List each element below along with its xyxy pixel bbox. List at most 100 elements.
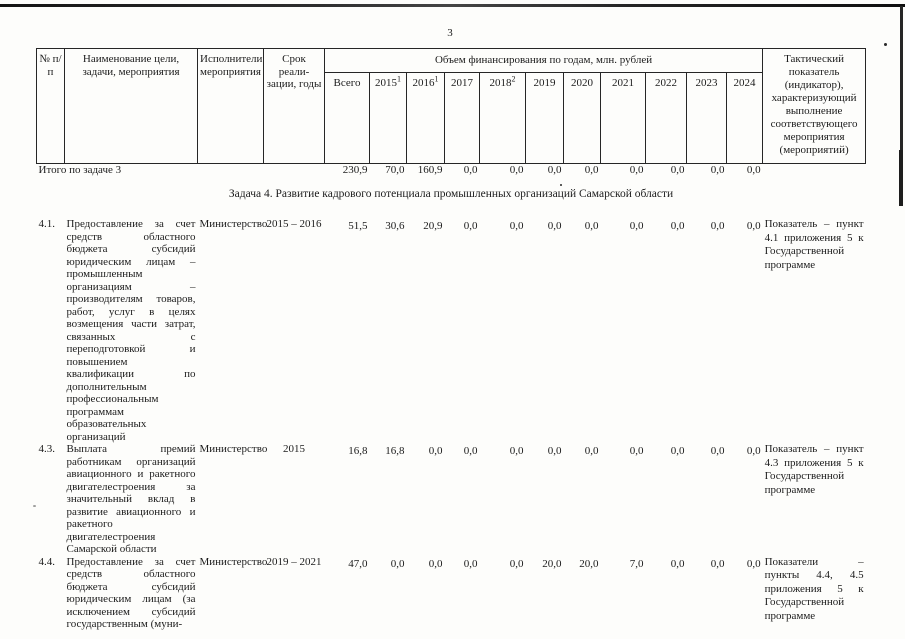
year-label: 2021 <box>612 77 634 89</box>
year-label: 2016 <box>412 77 435 89</box>
row-name: Предоставление за счет средств областног… <box>66 555 196 631</box>
year-label: 2022 <box>655 77 677 89</box>
empty-cell <box>763 164 866 189</box>
year-label: 2018 <box>489 77 512 89</box>
total-value: 0,0 <box>584 164 599 176</box>
value-cell: 0,0 <box>584 220 599 232</box>
total-value: 0,0 <box>670 164 685 176</box>
total-value: 0,0 <box>509 164 524 176</box>
scan-speck <box>560 184 562 186</box>
total-value: 0,0 <box>746 164 761 176</box>
value-cell: 0,0 <box>629 220 644 232</box>
footnote-marker: 1 <box>434 74 439 84</box>
year-label: 2017 <box>451 77 473 89</box>
row-period: 2015 <box>283 443 305 455</box>
value-cell: 0,0 <box>509 445 524 457</box>
scan-artifact-right-line-dark <box>899 150 903 206</box>
col-header-period: Срок реали­зации, годы <box>263 48 325 164</box>
footnote-marker: 1 <box>397 74 401 84</box>
total-value: 0,0 <box>547 164 562 176</box>
value-cell: 0,0 <box>463 220 478 232</box>
row-executor: Министерство <box>199 555 268 568</box>
page-number: 3 <box>447 27 453 39</box>
table-row-4-1: 4.1. Предоставление за счет средств обла… <box>37 218 866 443</box>
total-row-label: Итого по задаче 3 <box>38 164 122 176</box>
total-value: 160,9 <box>417 164 443 176</box>
value-cell: 7,0 <box>629 557 644 570</box>
value-cell: 0,0 <box>463 445 478 457</box>
value-cell: 0,0 <box>670 445 685 457</box>
value-cell: 0,0 <box>746 557 761 570</box>
footnote-marker: 2 <box>511 74 516 84</box>
total-value: 0,0 <box>463 164 478 176</box>
value-cell: 0,0 <box>547 220 562 232</box>
financing-table: № п/п Наименование цели, задачи, меропри… <box>36 48 867 631</box>
col-header-2016: 20161 <box>406 72 445 164</box>
col-header-2018: 20182 <box>479 72 526 164</box>
value-cell: 0,0 <box>746 220 761 232</box>
value-cell: 20,0 <box>542 557 562 570</box>
total-value: 70,0 <box>385 164 405 176</box>
col-header-total: Всего <box>324 72 370 164</box>
col-header-2020: 2020 <box>563 72 601 164</box>
value-cell: 0,0 <box>710 445 725 457</box>
year-label: 2024 <box>733 77 756 89</box>
section-heading-row: Задача 4. Развитие кадрового потенциала … <box>37 188 866 218</box>
total-value: 230,9 <box>342 164 368 176</box>
year-label: 2020 <box>571 77 593 89</box>
row-number: 4.1. <box>38 218 56 230</box>
year-label: Всего <box>333 77 361 89</box>
col-header-indicator: Тактический показатель (индикатор), хара… <box>762 48 867 164</box>
header-row-2: Всего 20151 20161 2017 20182 2019 2020 2… <box>37 72 866 164</box>
col-header-name: Наименование цели, задачи, мероприятия <box>64 48 198 164</box>
row-number: 4.3. <box>38 443 56 455</box>
year-label: 2019 <box>533 77 556 89</box>
value-cell: 20,9 <box>423 220 443 232</box>
value-cell: 0,0 <box>710 220 725 232</box>
scan-speck <box>884 43 887 46</box>
value-cell: 0,0 <box>710 557 725 570</box>
value-cell: 51,5 <box>348 220 368 232</box>
row-number: 4.4. <box>38 555 56 568</box>
total-value: 0,0 <box>629 164 644 176</box>
value-cell: 0,0 <box>428 557 443 570</box>
section-heading-task-4: Задача 4. Развитие кадрового потенциала … <box>228 188 674 200</box>
value-cell: 0,0 <box>390 557 405 570</box>
total-row-task-3: Итого по задаче 3 230,9 70,0 160,9 0,0 0… <box>37 164 866 189</box>
value-cell: 16,8 <box>385 445 405 457</box>
total-value: 0,0 <box>710 164 725 176</box>
table-row-4-4: 4.4. Предоставление за счет средств обла… <box>37 556 866 631</box>
col-header-2022: 2022 <box>645 72 687 164</box>
value-cell: 0,0 <box>746 445 761 457</box>
value-cell: 16,8 <box>348 445 368 457</box>
scan-speck <box>33 505 36 507</box>
value-cell: 0,0 <box>670 557 685 570</box>
year-label: 2015 <box>375 77 397 89</box>
col-header-2017: 2017 <box>444 72 480 164</box>
row-executor: Министерство <box>199 218 268 230</box>
value-cell: 0,0 <box>670 220 685 232</box>
row-period: 2015 – 2016 <box>266 218 322 230</box>
year-label: 2023 <box>695 77 718 89</box>
row-name: Предоставление за счет средств областног… <box>66 218 196 443</box>
header-row-1: № п/п Наименование цели, задачи, меропри… <box>36 48 867 164</box>
col-header-2024: 2024 <box>725 72 764 164</box>
col-header-executors: Исполнители мероприятия <box>197 48 264 164</box>
value-cell: 0,0 <box>584 445 599 457</box>
table-row-4-3: 4.3. Выплата премий работникам организац… <box>37 443 866 556</box>
row-indicator: Показатель – пункт 4.1 приложения 5 к Го… <box>764 218 864 271</box>
col-header-num: № п/п <box>36 48 65 164</box>
value-cell: 0,0 <box>509 220 524 232</box>
row-indicator: Показатель – пункт 4.3 приложения 5 к Го… <box>764 443 864 496</box>
value-cell: 0,0 <box>547 445 562 457</box>
row-executor: Министерство <box>199 443 268 455</box>
col-header-2023: 2023 <box>686 72 727 164</box>
row-period: 2019 – 2021 <box>266 555 322 568</box>
col-header-funding-group: Объем финансирования по годам, млн. рубл… <box>323 48 764 73</box>
col-header-2019: 2019 <box>525 72 564 164</box>
value-cell: 20,0 <box>579 557 599 570</box>
value-cell: 47,0 <box>348 557 368 570</box>
row-name: Выплата премий работникам организаций ав… <box>66 443 196 555</box>
value-cell: 0,0 <box>629 445 644 457</box>
